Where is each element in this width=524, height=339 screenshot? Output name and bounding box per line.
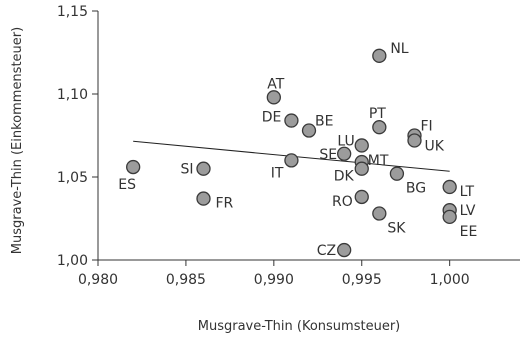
x-tick-label: 0,980: [78, 272, 118, 288]
data-point-bg: [389, 166, 405, 181]
point-label-uk: UK: [425, 138, 445, 154]
y-tick-label: 1,05: [57, 170, 88, 186]
data-point-cz: [337, 242, 352, 258]
data-point-si: [196, 161, 211, 176]
data-point-fr: [196, 191, 211, 206]
y-tick-label: 1,10: [57, 87, 88, 103]
point-label-de: DE: [262, 110, 282, 126]
data-point-ee: [442, 209, 457, 224]
point-label-be: BE: [315, 114, 333, 130]
point-label-it: IT: [271, 165, 284, 181]
point-label-mt: MT: [368, 153, 389, 169]
data-point-ro: [354, 189, 369, 205]
y-tick-label: 1,15: [57, 4, 88, 20]
data-point-lt: [442, 179, 457, 195]
x-tick-label: 1,000: [430, 272, 470, 288]
point-label-nl: NL: [390, 41, 408, 57]
point-label-fi: FI: [421, 119, 433, 135]
point-label-fr: FR: [216, 196, 234, 212]
x-tick-label: 0,995: [342, 272, 382, 288]
data-point-at: [266, 90, 281, 105]
point-label-lu: LU: [337, 133, 354, 149]
data-point-uk: [407, 133, 422, 148]
point-label-bg: BG: [406, 181, 426, 197]
x-axis-title: Musgrave-Thin (Konsumsteuer): [198, 319, 400, 334]
point-label-sk: SK: [387, 221, 406, 237]
point-label-si: SI: [180, 162, 193, 178]
point-label-at: AT: [267, 76, 284, 92]
x-tick-label: 0,985: [166, 272, 206, 288]
point-label-se: SE: [319, 147, 337, 163]
data-point-dk: [354, 161, 369, 176]
data-point-de: [284, 113, 299, 128]
data-point-es: [126, 159, 141, 175]
point-label-pt: PT: [369, 106, 386, 122]
y-axis-title: Musgrave-Thin (Einkommensteuer): [10, 27, 25, 254]
data-point-it: [284, 153, 299, 168]
chart-points: [126, 48, 457, 258]
data-point-lu: [354, 138, 369, 153]
point-label-lt: LT: [460, 184, 475, 200]
data-point-sk: [372, 206, 387, 221]
point-label-ro: RO: [332, 194, 353, 210]
point-label-dk: DK: [334, 169, 355, 185]
data-point-nl: [372, 48, 387, 63]
y-tick-label: 1,00: [57, 253, 88, 269]
chart-ticks: 1,00 1,05 1,10 1,15 0,980 0,985 0,990 0,995 1,00…: [57, 4, 470, 288]
data-point-pt: [372, 120, 387, 135]
point-label-lv: LV: [460, 203, 476, 219]
x-tick-label: 0,990: [254, 272, 294, 288]
point-label-ee: EE: [460, 224, 478, 240]
point-label-cz: CZ: [317, 243, 336, 259]
data-point-se: [337, 146, 352, 161]
point-label-es: ES: [118, 177, 136, 193]
data-point-be: [301, 123, 317, 138]
